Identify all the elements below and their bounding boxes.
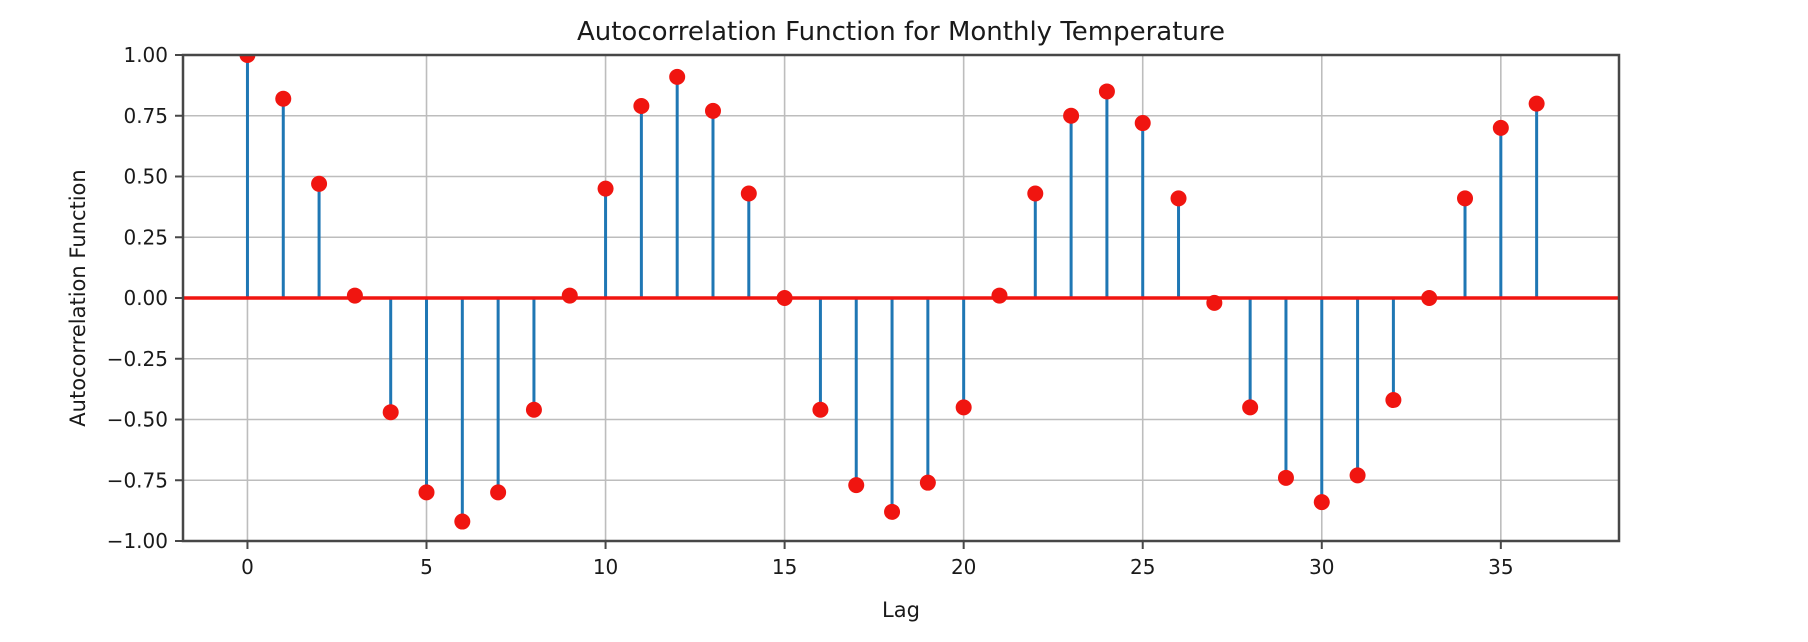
data-point-marker: [454, 513, 471, 530]
y-tick-label: 0.75: [123, 104, 168, 128]
data-point-marker: [597, 180, 614, 197]
data-point-marker: [1206, 294, 1223, 311]
x-tick-label: 15: [772, 555, 797, 579]
data-point-marker: [669, 68, 686, 85]
data-point-marker: [239, 55, 256, 63]
data-point-marker: [1492, 119, 1509, 136]
data-point-marker: [848, 477, 865, 494]
x-axis-label: Lag: [882, 598, 920, 622]
y-tick-label: −0.75: [107, 468, 168, 492]
data-point-marker: [704, 102, 721, 119]
chart-title: Autocorrelation Function for Monthly Tem…: [577, 17, 1225, 47]
x-tick-label: 5: [420, 555, 433, 579]
data-point-marker: [382, 404, 399, 421]
y-tick-label: 1.00: [123, 43, 168, 67]
y-tick-label: 0.50: [123, 165, 168, 189]
y-tick-label: −1.00: [107, 529, 168, 553]
data-point-marker: [311, 175, 328, 192]
data-point-marker: [884, 503, 901, 520]
data-point-marker: [490, 484, 507, 501]
data-point-marker: [1528, 95, 1545, 112]
data-point-marker: [776, 290, 793, 306]
x-tick-label: 30: [1309, 555, 1334, 579]
data-point-marker: [1134, 115, 1151, 132]
data-point-marker: [1385, 392, 1402, 409]
markers: [239, 55, 1545, 530]
x-tick-label: 25: [1130, 555, 1155, 579]
tick-labels: 0 5 10 15 20 25 30 35 1.00 0.75 0.50 0.25 0.00 −0.25 −…: [107, 43, 1514, 579]
data-point-marker: [1027, 185, 1044, 202]
x-tick-label: 0: [241, 555, 254, 579]
y-tick-label: 0.00: [123, 286, 168, 310]
data-point-marker: [919, 474, 936, 491]
data-point-marker: [1063, 107, 1080, 124]
data-point-marker: [275, 90, 292, 107]
data-point-marker: [1421, 290, 1438, 306]
y-tick-label: −0.25: [107, 347, 168, 371]
data-point-marker: [561, 287, 578, 304]
y-axis-label: Autocorrelation Function: [66, 169, 90, 426]
data-point-marker: [1242, 399, 1259, 416]
data-point-marker: [740, 185, 757, 202]
marker-group: [239, 55, 1545, 530]
y-tick-label: −0.50: [107, 408, 168, 432]
data-point-marker: [1457, 190, 1474, 207]
x-tick-label: 35: [1488, 555, 1513, 579]
data-point-marker: [1170, 190, 1187, 207]
data-point-marker: [1098, 83, 1115, 100]
data-point-marker: [991, 287, 1008, 304]
x-tick-label: 20: [951, 555, 976, 579]
data-point-marker: [1313, 494, 1330, 511]
data-point-marker: [418, 484, 435, 501]
y-tick-label: 0.25: [123, 225, 168, 249]
axis-ticks: [175, 54, 1502, 549]
data-point-marker: [1349, 467, 1366, 484]
data-point-marker: [812, 401, 829, 418]
data-point-marker: [346, 287, 363, 304]
data-point-marker: [525, 401, 542, 418]
data-point-marker: [955, 399, 972, 416]
data-point-marker: [1277, 469, 1294, 486]
x-tick-label: 10: [593, 555, 618, 579]
data-point-marker: [633, 98, 650, 115]
stems: [245, 55, 1539, 522]
